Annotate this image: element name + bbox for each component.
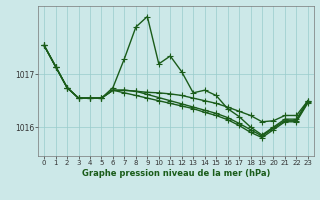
X-axis label: Graphe pression niveau de la mer (hPa): Graphe pression niveau de la mer (hPa) [82, 169, 270, 178]
